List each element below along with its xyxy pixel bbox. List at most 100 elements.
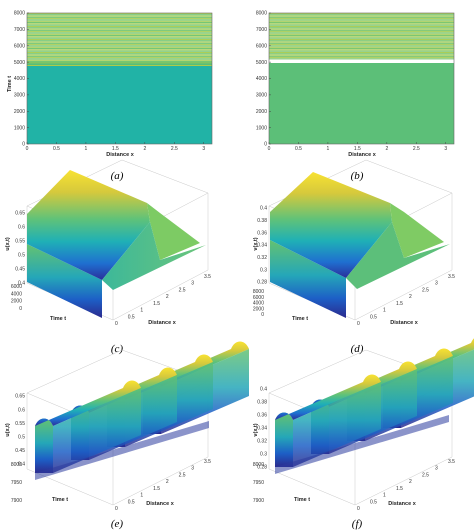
- a-xtick-label: 3: [202, 146, 205, 152]
- a-stripe: [27, 50, 212, 52]
- panel-b-xlabel: Distance x: [348, 152, 376, 158]
- e-xtick-label: 2: [166, 479, 169, 485]
- f-ztick-label: 0.36: [257, 413, 267, 419]
- a-xtick-label: 2: [143, 146, 146, 152]
- c-ttick-label: 6000: [11, 284, 22, 290]
- e-xtick-label: 3.5: [204, 459, 211, 465]
- b-ytick-label: 3000: [256, 93, 267, 99]
- a-stripe: [27, 40, 212, 42]
- b-stripe: [269, 22, 454, 23]
- e-xtick-label: 3: [191, 466, 194, 472]
- b-stripe: [269, 27, 454, 29]
- b-stripe: [269, 58, 454, 60]
- d-ttick-label: 4000: [253, 301, 264, 307]
- panel-a-y-ticks: 0 1000 2000 3000 4000 5000 6000 7000 8000: [14, 11, 29, 148]
- e-xtick-label: 1: [140, 493, 143, 499]
- b-stripe: [269, 49, 454, 51]
- panel-e-tlabel: Time t: [52, 497, 68, 503]
- panel-c-caption: (c): [111, 343, 124, 355]
- panel-d-z-ticks: 0.28 0.3 0.32 0.34 0.36 0.38 0.4: [257, 206, 267, 286]
- a-stripe: [27, 39, 212, 40]
- b-ytick-label: 0: [264, 142, 267, 148]
- panel-d-caption: (d): [351, 343, 364, 355]
- c-xtick-label: 3.5: [204, 274, 211, 280]
- a-stripe: [27, 62, 212, 64]
- b-xtick-label: 1.5: [354, 146, 361, 152]
- b-stripe: [269, 18, 454, 20]
- d-ttick-label: 8000: [253, 289, 264, 295]
- panel-c-tlabel: Time t: [50, 316, 66, 322]
- b-stripe: [269, 42, 454, 44]
- b-ytick-label: 6000: [256, 43, 267, 49]
- f-ztick-label: 0.4: [260, 387, 267, 393]
- d-xtick-label: 3: [435, 281, 438, 287]
- panel-a: 0 1000 2000 3000 4000 5000 6000 7000 8000 0 0.5 1 1…: [7, 11, 213, 182]
- a-ytick-label: 4000: [14, 76, 25, 82]
- b-xtick-label: 0: [268, 146, 271, 152]
- b-stripe: [269, 44, 454, 46]
- panel-d: 0.280.30.320.340.360.380.4 0200040006000…: [253, 159, 455, 355]
- b-stripe: [269, 13, 454, 14]
- panel-d-x-ticks: 0 0.5 1 1.5 2 2.5 3 3.5: [357, 274, 455, 327]
- panel-e-caption: (e): [111, 518, 124, 530]
- f-xtick-label: 0: [357, 506, 360, 512]
- panel-c-x-ticks: 0 0.5 1 1.5 2 2.5 3 3.5: [115, 274, 211, 327]
- b-xtick-label: 3: [444, 146, 447, 152]
- a-stripe: [27, 24, 212, 26]
- panel-a-xlabel: Distance x: [106, 152, 134, 158]
- e-ztick-label: 0.55: [15, 421, 25, 427]
- a-xtick-label: 1.5: [112, 146, 119, 152]
- panel-f-z-ticks: 0.28 0.3 0.32 0.34 0.36 0.38 0.4: [257, 387, 267, 471]
- a-ytick-label: 7000: [14, 27, 25, 33]
- panel-f-x-ticks: 0 0.5 1 1.5 2 2.5 3 3.5: [357, 459, 455, 512]
- a-ytick-label: 0: [22, 142, 25, 148]
- c-xtick-label: 0.5: [128, 314, 135, 320]
- a-stripe: [27, 26, 212, 27]
- f-xtick-label: 1.5: [396, 486, 403, 492]
- a-xtick-label: 2.5: [171, 146, 178, 152]
- b-xtick-label: 2: [385, 146, 388, 152]
- panel-b-y-ticks: 0 1000 2000 3000 4000 5000 6000 7000 8000: [256, 11, 271, 148]
- a-xtick-label: 0: [26, 146, 29, 152]
- a-xtick-label: 0.5: [53, 146, 60, 152]
- panel-a-ylabel: Time t: [7, 76, 13, 92]
- panel-e-zlabel: u(x,t): [5, 423, 11, 437]
- a-stripe: [27, 27, 212, 29]
- a-ytick-label: 3000: [14, 93, 25, 99]
- panel-d-plateau-top: [270, 172, 392, 278]
- f-ztick-label: 0.32: [257, 439, 267, 445]
- d-xtick-label: 2.5: [422, 287, 429, 293]
- d-xtick-label: 0.5: [370, 314, 377, 320]
- e-crest-side: [53, 388, 141, 473]
- panel-c-drop: [147, 203, 200, 260]
- b-xtick-label: 1: [327, 146, 330, 152]
- d-ttick-label: 2000: [253, 306, 264, 312]
- d-ztick-label: 0.34: [257, 243, 267, 249]
- f-trough: [275, 415, 449, 474]
- panel-d-zlabel: v(x,t): [253, 237, 259, 250]
- a-ytick-label: 2000: [14, 109, 25, 115]
- d-ztick-label: 0.28: [257, 280, 267, 286]
- panel-f-caption: (f): [352, 518, 363, 530]
- panel-d-tlabel: Time t: [292, 316, 308, 322]
- panel-d-xlabel: Distance x: [390, 320, 418, 326]
- b-stripe: [269, 19, 454, 21]
- panel-e-xlabel: Distance x: [146, 501, 174, 507]
- panel-c-flat-sheet: [102, 222, 206, 290]
- a-ytick-label: 5000: [14, 60, 25, 66]
- c-ztick-label: 0.6: [18, 225, 25, 231]
- b-stripe: [269, 29, 454, 31]
- panel-c-plateau-top: [27, 170, 150, 280]
- a-stripe: [27, 33, 212, 35]
- panel-b-caption: (b): [351, 170, 364, 182]
- d-ztick-label: 0.4: [260, 206, 267, 212]
- f-crest-top: [275, 374, 381, 420]
- a-stripe: [27, 44, 212, 46]
- b-stripe: [269, 55, 454, 57]
- b-stripe: [269, 14, 454, 16]
- c-xtick-label: 3: [191, 281, 194, 287]
- d-xtick-label: 0: [357, 321, 360, 327]
- panel-b: 0 1000 2000 3000 4000 5000 6000 7000 8000 0 0.5 1 1…: [256, 11, 455, 182]
